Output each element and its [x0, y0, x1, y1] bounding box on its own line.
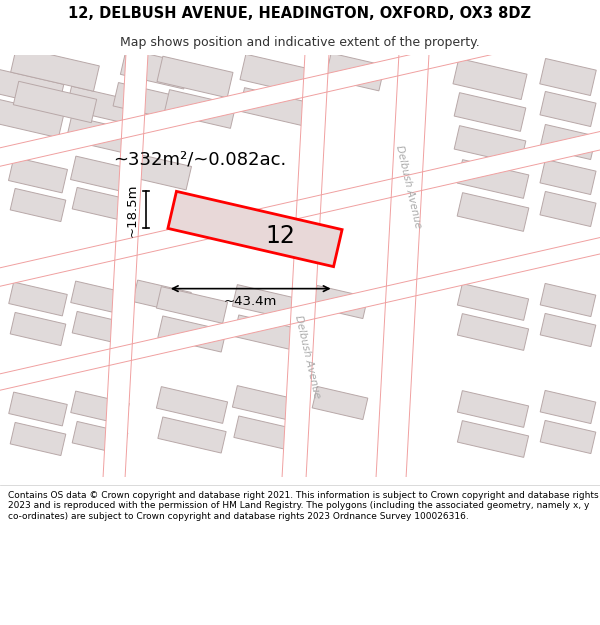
Polygon shape: [540, 283, 596, 317]
Text: Delbush Avenue: Delbush Avenue: [293, 314, 322, 399]
Polygon shape: [240, 54, 316, 96]
Polygon shape: [10, 422, 66, 456]
Polygon shape: [234, 315, 302, 351]
Polygon shape: [71, 156, 130, 192]
Polygon shape: [66, 116, 138, 155]
Polygon shape: [540, 421, 596, 454]
Polygon shape: [8, 157, 67, 193]
Polygon shape: [10, 312, 66, 346]
Polygon shape: [540, 91, 596, 126]
Polygon shape: [281, 34, 330, 498]
Polygon shape: [540, 159, 596, 194]
Polygon shape: [457, 314, 529, 351]
Polygon shape: [457, 391, 529, 428]
Polygon shape: [239, 88, 311, 126]
Text: 12: 12: [265, 224, 295, 248]
Text: Contains OS data © Crown copyright and database right 2021. This information is : Contains OS data © Crown copyright and d…: [8, 491, 599, 521]
Polygon shape: [540, 124, 596, 159]
Polygon shape: [9, 282, 67, 316]
Text: ~332m²/~0.082ac.: ~332m²/~0.082ac.: [113, 150, 287, 168]
Polygon shape: [232, 386, 304, 423]
Polygon shape: [325, 53, 385, 91]
Text: ~18.5m: ~18.5m: [125, 183, 139, 237]
Polygon shape: [168, 191, 342, 267]
Text: 12, DELBUSH AVENUE, HEADINGTON, OXFORD, OX3 8DZ: 12, DELBUSH AVENUE, HEADINGTON, OXFORD, …: [68, 6, 532, 21]
Polygon shape: [13, 81, 97, 122]
Polygon shape: [72, 421, 128, 454]
Polygon shape: [72, 311, 128, 344]
Polygon shape: [9, 392, 67, 426]
Polygon shape: [157, 387, 227, 423]
Polygon shape: [457, 421, 529, 457]
Polygon shape: [234, 416, 302, 452]
Polygon shape: [0, 69, 64, 108]
Polygon shape: [454, 126, 526, 164]
Polygon shape: [157, 56, 233, 98]
Polygon shape: [457, 284, 529, 321]
Polygon shape: [232, 284, 304, 321]
Polygon shape: [375, 34, 430, 498]
Polygon shape: [102, 34, 149, 498]
Polygon shape: [312, 286, 368, 319]
Polygon shape: [540, 59, 596, 96]
Polygon shape: [540, 313, 596, 347]
Polygon shape: [0, 99, 64, 138]
Polygon shape: [158, 316, 226, 352]
Polygon shape: [71, 281, 129, 315]
Text: Delbush Avenue: Delbush Avenue: [394, 144, 422, 229]
Polygon shape: [0, 10, 600, 168]
Polygon shape: [453, 59, 527, 99]
Polygon shape: [10, 188, 66, 222]
Polygon shape: [457, 159, 529, 198]
Polygon shape: [0, 236, 600, 392]
Polygon shape: [66, 86, 138, 125]
Polygon shape: [113, 82, 177, 119]
Polygon shape: [71, 391, 129, 425]
Polygon shape: [72, 188, 128, 221]
Text: ~43.4m: ~43.4m: [224, 295, 277, 308]
Polygon shape: [121, 49, 190, 89]
Polygon shape: [133, 280, 191, 314]
Polygon shape: [540, 191, 596, 226]
Polygon shape: [164, 89, 236, 128]
Polygon shape: [133, 154, 191, 190]
Text: Map shows position and indicative extent of the property.: Map shows position and indicative extent…: [120, 36, 480, 49]
Polygon shape: [158, 417, 226, 453]
Polygon shape: [0, 130, 600, 288]
Polygon shape: [454, 92, 526, 131]
Polygon shape: [540, 391, 596, 424]
Polygon shape: [457, 192, 529, 231]
Polygon shape: [157, 287, 227, 323]
Polygon shape: [11, 47, 100, 91]
Polygon shape: [312, 386, 368, 419]
